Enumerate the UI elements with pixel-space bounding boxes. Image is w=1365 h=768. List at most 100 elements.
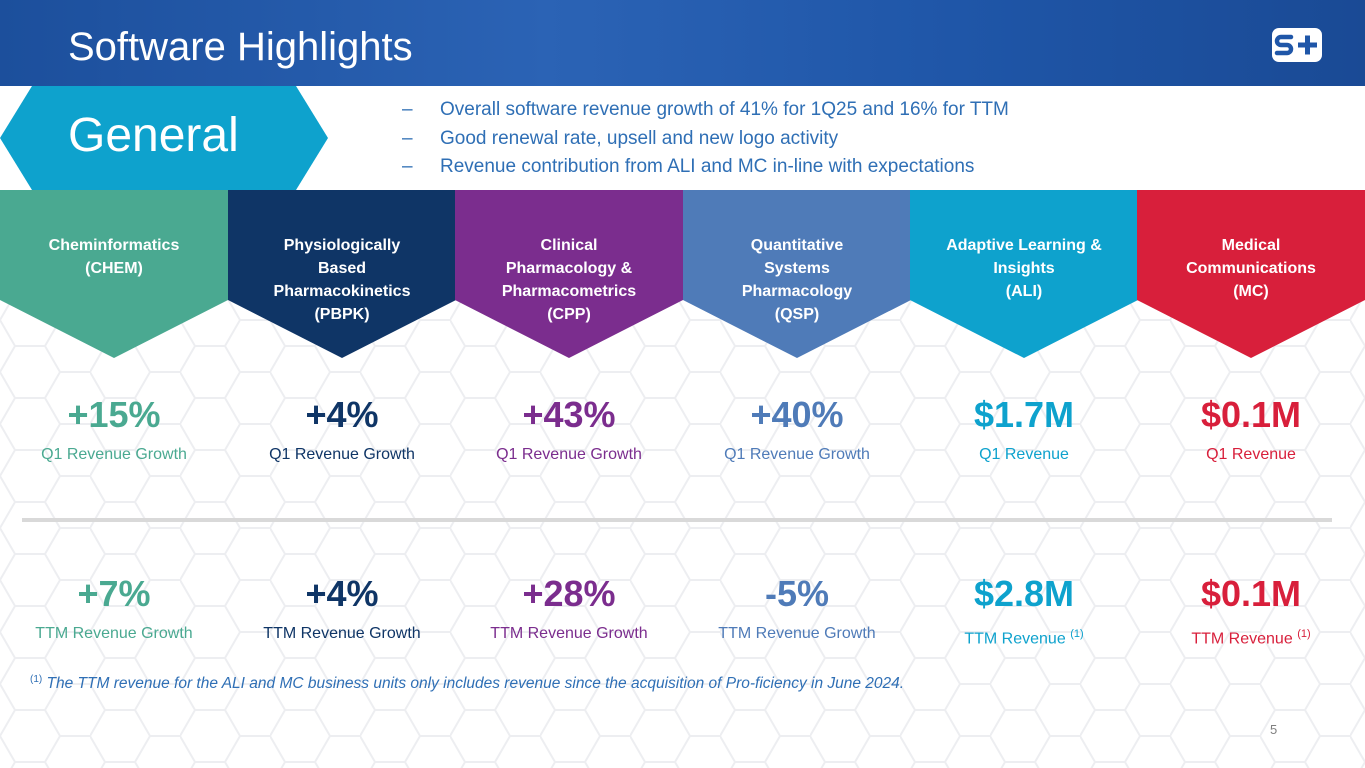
segment-name: Medical Communications (MC) bbox=[1145, 234, 1357, 303]
page-number: 5 bbox=[1270, 722, 1278, 737]
q1-label: Q1 Revenue Growth bbox=[724, 446, 870, 463]
segment-name-line: (CPP) bbox=[547, 306, 591, 323]
bullet-item: – Overall software revenue growth of 41% … bbox=[402, 96, 1009, 125]
chevron-shape bbox=[910, 190, 1138, 358]
q1-metric-qsp: +40% Q1 Revenue Growth bbox=[683, 393, 911, 466]
segment-name-line: (MC) bbox=[1233, 283, 1269, 300]
segment-chevron-cpp: Clinical Pharmacology & Pharmacometrics … bbox=[455, 190, 683, 358]
footnote-text: The TTM revenue for the ALI and MC busin… bbox=[46, 675, 905, 693]
chevron-shape bbox=[0, 190, 228, 358]
header-bar: Software Highlights bbox=[0, 0, 1365, 86]
segment-name-line: Pharmacology bbox=[741, 283, 853, 300]
q1-label: Q1 Revenue Growth bbox=[41, 446, 187, 463]
segment-name-line: Cheminformatics bbox=[48, 237, 180, 254]
q1-value: $0.1M bbox=[1200, 394, 1302, 435]
footnote: (1) The TTM revenue for the ALI and MC b… bbox=[30, 674, 904, 693]
q1-metric-ali: $1.7M Q1 Revenue bbox=[910, 393, 1138, 466]
q1-metric-pbpk: +4% Q1 Revenue Growth bbox=[228, 393, 456, 466]
ttm-label-text: TTM Revenue Growth bbox=[490, 625, 648, 642]
q1-value: $1.7M bbox=[973, 394, 1075, 435]
bullet-dash: – bbox=[402, 156, 413, 177]
chevron-shape bbox=[683, 190, 911, 358]
bullet-item: – Revenue contribution from ALI and MC in… bbox=[402, 153, 1009, 182]
simulations-plus-logo bbox=[1272, 28, 1322, 62]
segment-chevron-mc: Medical Communications (MC) bbox=[1137, 190, 1365, 358]
general-bullets: – Overall software revenue growth of 41% … bbox=[402, 96, 1009, 182]
general-label: General bbox=[68, 109, 239, 162]
footnote-ref: (1) bbox=[1297, 628, 1311, 640]
ttm-metric-chem: +7% TTM Revenue Growth bbox=[0, 572, 228, 645]
ttm-label-text: TTM Revenue Growth bbox=[263, 625, 421, 642]
ttm-value: $0.1M bbox=[1200, 573, 1302, 614]
segment-name-line: Pharmacometrics bbox=[501, 283, 637, 300]
bullet-dash: – bbox=[402, 99, 413, 120]
footnote-marker: (1) bbox=[30, 674, 43, 685]
ttm-label: TTM Revenue (1) bbox=[910, 623, 1138, 650]
segment-name-line: Medical bbox=[1221, 237, 1281, 254]
segment-name: Quantitative Systems Pharmacology (QSP) bbox=[691, 234, 903, 326]
ttm-value: +7% bbox=[77, 573, 151, 614]
ttm-value: +4% bbox=[305, 573, 379, 614]
section-divider bbox=[22, 518, 1332, 522]
bullet-item: – Good renewal rate, upsell and new logo … bbox=[402, 125, 1009, 154]
segment-name: Cheminformatics (CHEM) bbox=[8, 234, 220, 280]
segment-name-line: Quantitative bbox=[750, 237, 844, 254]
ttm-label: TTM Revenue Growth bbox=[0, 623, 228, 645]
ttm-label: TTM Revenue Growth bbox=[228, 623, 456, 645]
segment-name-line: Clinical bbox=[540, 237, 598, 254]
ttm-label: TTM Revenue Growth bbox=[455, 623, 683, 645]
ttm-value: $2.8M bbox=[973, 573, 1075, 614]
q1-metric-mc: $0.1M Q1 Revenue bbox=[1137, 393, 1365, 466]
page-title: Software Highlights bbox=[68, 25, 413, 69]
segment-name-line: (ALI) bbox=[1005, 283, 1043, 300]
ttm-label-text: TTM Revenue bbox=[964, 630, 1066, 648]
segment-name: Clinical Pharmacology & Pharmacometrics … bbox=[463, 234, 675, 326]
bullet-text: Revenue contribution from ALI and MC in-… bbox=[440, 156, 975, 177]
ttm-label: TTM Revenue (1) bbox=[1137, 623, 1365, 650]
q1-value: +4% bbox=[305, 394, 379, 435]
ttm-metric-mc: $0.1M TTM Revenue (1) bbox=[1137, 572, 1365, 650]
bullet-text: Overall software revenue growth of 41% f… bbox=[440, 99, 1009, 120]
segment-name-line: (CHEM) bbox=[85, 260, 143, 277]
q1-label: Q1 Revenue Growth bbox=[496, 446, 642, 463]
segment-name: Adaptive Learning & Insights (ALI) bbox=[918, 234, 1130, 303]
ttm-metric-ali: $2.8M TTM Revenue (1) bbox=[910, 572, 1138, 650]
bullet-dash: – bbox=[402, 127, 413, 149]
segment-name-line: Pharmacology & bbox=[505, 260, 633, 277]
segment-chevron-pbpk: Physiologically Based Pharmacokinetics (… bbox=[228, 190, 456, 358]
ttm-metric-qsp: -5% TTM Revenue Growth bbox=[683, 572, 911, 645]
ttm-value: -5% bbox=[764, 573, 830, 614]
ttm-label-text: TTM Revenue bbox=[1191, 630, 1293, 648]
q1-label: Q1 Revenue Growth bbox=[269, 446, 415, 463]
chevron-shape bbox=[228, 190, 456, 358]
segment-chevron-qsp: Quantitative Systems Pharmacology (QSP) bbox=[683, 190, 911, 358]
ttm-value: +28% bbox=[522, 573, 616, 614]
ttm-label-text: TTM Revenue Growth bbox=[35, 625, 193, 642]
bullet-text: Good renewal rate, upsell and new logo a… bbox=[440, 127, 839, 149]
q1-metric-chem: +15% Q1 Revenue Growth bbox=[0, 393, 228, 466]
q1-label: Q1 Revenue bbox=[1206, 446, 1296, 463]
q1-value: +15% bbox=[67, 394, 161, 435]
segment-chevron-chem: Cheminformatics (CHEM) bbox=[0, 190, 228, 358]
ttm-metric-pbpk: +4% TTM Revenue Growth bbox=[228, 572, 456, 645]
chevron-shape bbox=[455, 190, 683, 358]
q1-label: Q1 Revenue bbox=[979, 446, 1069, 463]
footnote-ref: (1) bbox=[1070, 628, 1084, 640]
general-banner-shape bbox=[0, 86, 328, 190]
ttm-metric-cpp: +28% TTM Revenue Growth bbox=[455, 572, 683, 645]
q1-value: +40% bbox=[750, 394, 844, 435]
segment-name: Physiologically Based Pharmacokinetics (… bbox=[236, 234, 448, 326]
segment-name-line: Systems bbox=[764, 260, 830, 277]
ttm-label-text: TTM Revenue Growth bbox=[718, 625, 876, 642]
segment-chevron-ali: Adaptive Learning & Insights (ALI) bbox=[910, 190, 1138, 358]
segment-name-line: Adaptive Learning & bbox=[946, 237, 1102, 254]
q1-metric-cpp: +43% Q1 Revenue Growth bbox=[455, 393, 683, 466]
segment-name-line: Physiologically bbox=[283, 237, 401, 254]
segment-name-line: Based bbox=[317, 260, 367, 277]
q1-value: +43% bbox=[522, 394, 616, 435]
segment-name-line: Communications bbox=[1186, 260, 1316, 277]
chevron-shape bbox=[1137, 190, 1365, 358]
segment-name-line: (PBPK) bbox=[314, 306, 370, 323]
segment-name-line: Insights bbox=[993, 260, 1055, 277]
segment-name-line: Pharmacokinetics bbox=[273, 283, 411, 300]
